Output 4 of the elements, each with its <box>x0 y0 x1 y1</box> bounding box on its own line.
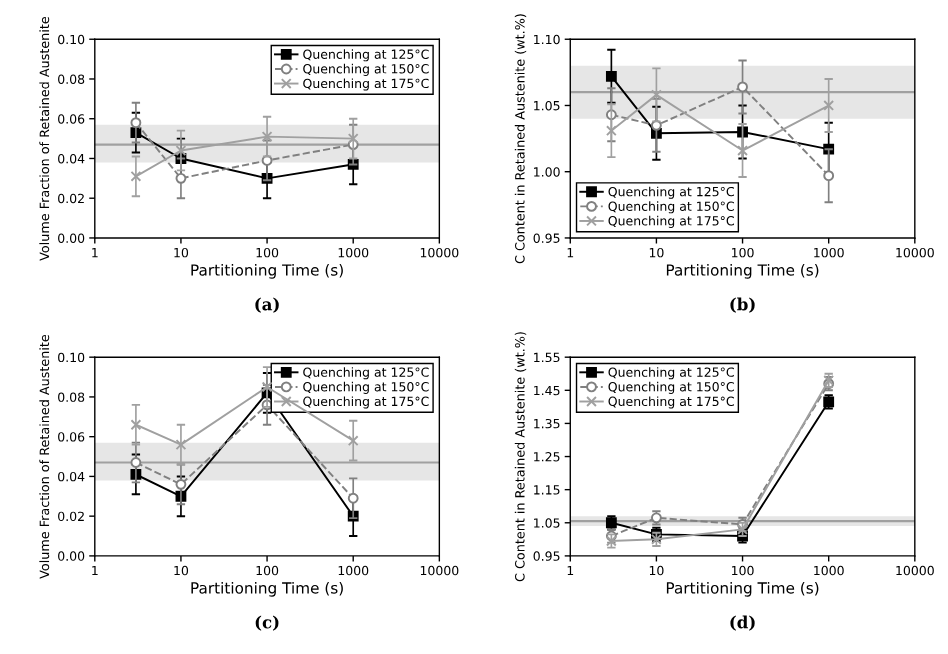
text: (a) <box>255 297 279 313</box>
text: (b) <box>730 297 755 313</box>
text: (c) <box>255 615 279 631</box>
text: (d) <box>730 615 755 631</box>
